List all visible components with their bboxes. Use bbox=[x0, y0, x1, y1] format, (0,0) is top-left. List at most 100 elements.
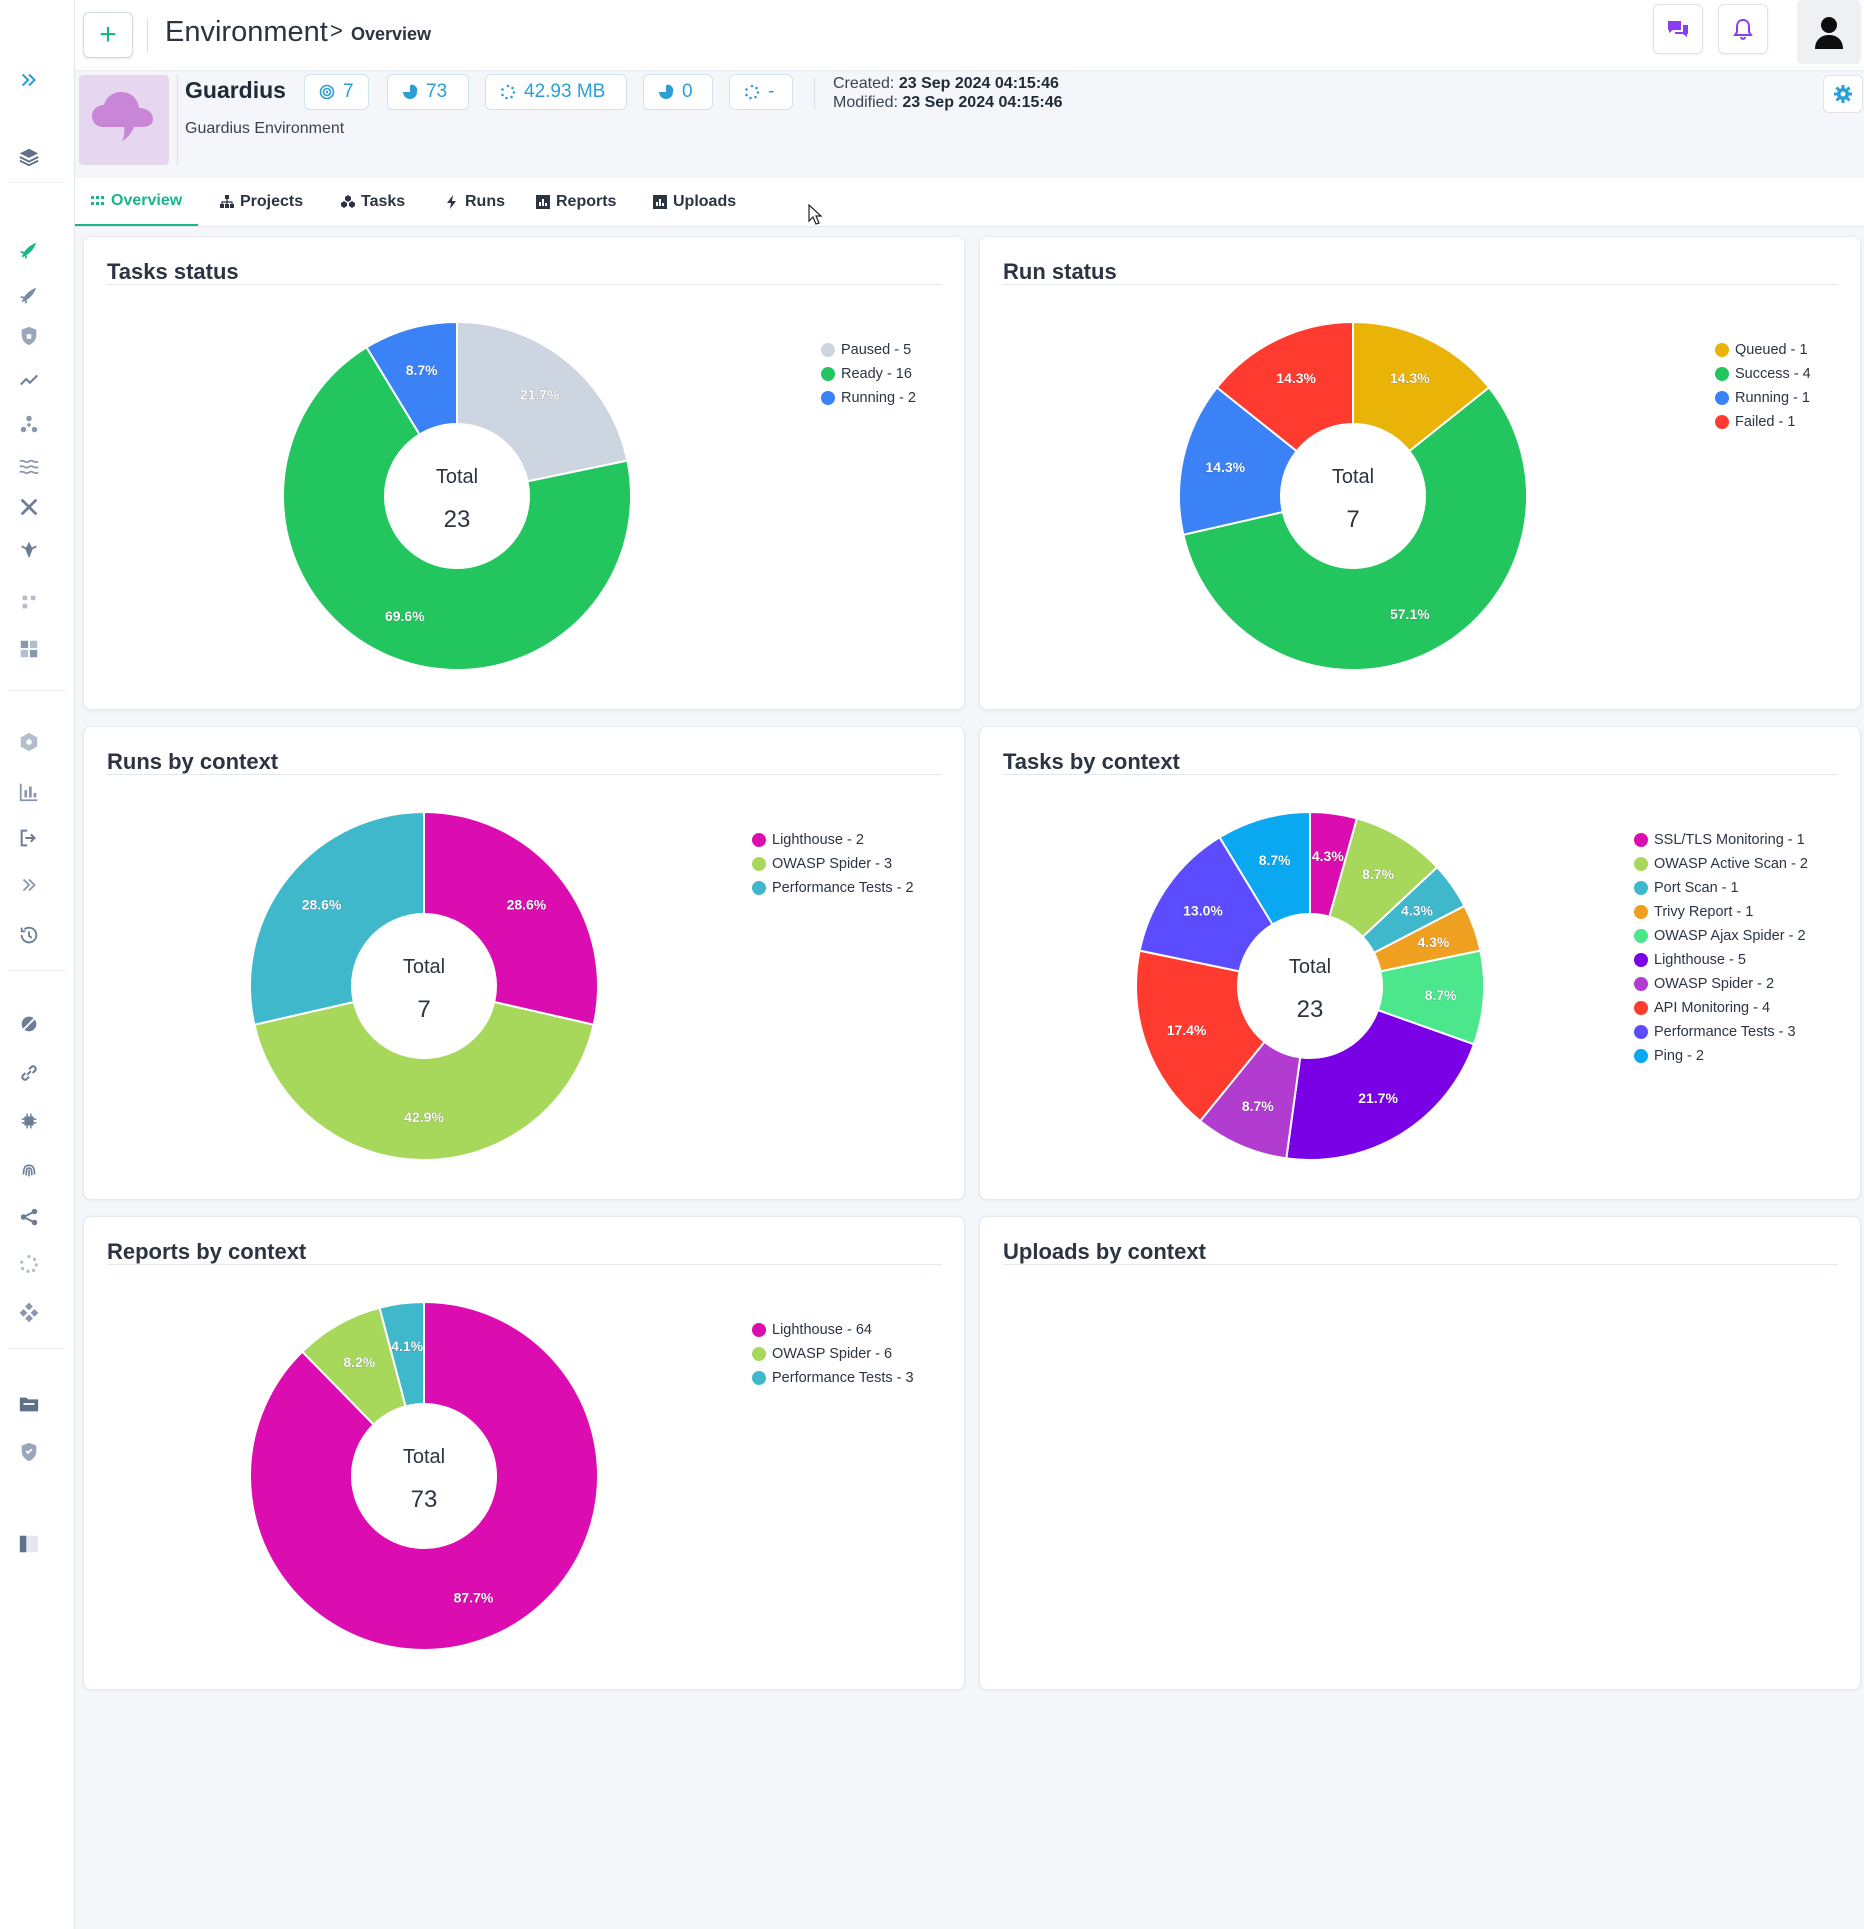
legend-swatch bbox=[821, 367, 835, 381]
donut-slice-success[interactable] bbox=[1182, 386, 1528, 671]
folder-icon[interactable] bbox=[17, 1392, 41, 1416]
legend-label: SSL/TLS Monitoring - 1 bbox=[1654, 832, 1805, 848]
donut-slice-ready[interactable] bbox=[282, 345, 632, 671]
legend-label: Ping - 2 bbox=[1654, 1048, 1704, 1064]
share-icon[interactable] bbox=[17, 1205, 41, 1229]
tab-uploads[interactable]: Uploads bbox=[653, 178, 736, 226]
spinner-icon[interactable] bbox=[17, 1252, 41, 1276]
donut-slice-ping[interactable] bbox=[1218, 810, 1311, 926]
card-title: Reports by context bbox=[107, 1239, 307, 1264]
legend-item[interactable]: Performance Tests - 3 bbox=[752, 1366, 914, 1390]
chip-icon[interactable] bbox=[17, 1109, 41, 1133]
legend-item[interactable]: SSL/TLS Monitoring - 1 bbox=[1634, 828, 1808, 852]
legend-item[interactable]: Performance Tests - 2 bbox=[752, 876, 914, 900]
tab-reports[interactable]: Reports bbox=[536, 178, 616, 226]
legend-item[interactable]: Running - 1 bbox=[1715, 386, 1811, 410]
donut-slice-lighthouse[interactable] bbox=[1285, 1008, 1476, 1161]
logout-icon[interactable] bbox=[17, 826, 41, 850]
tab-overview[interactable]: Overview bbox=[75, 178, 199, 226]
legend-item[interactable]: Queued - 1 bbox=[1715, 338, 1811, 362]
legend-item[interactable]: Lighthouse - 2 bbox=[752, 828, 914, 852]
trend-icon[interactable] bbox=[17, 368, 41, 392]
double-chevron-icon[interactable] bbox=[17, 873, 41, 897]
panel-toggle-icon[interactable] bbox=[17, 1532, 41, 1556]
legend-item[interactable]: Trivy Report - 1 bbox=[1634, 900, 1808, 924]
legend-item[interactable]: Ready - 16 bbox=[821, 362, 916, 386]
tab-tasks[interactable]: Tasks bbox=[341, 178, 405, 226]
projects-count-badge[interactable]: 7 bbox=[304, 74, 369, 110]
donut-slice-api-monitoring[interactable] bbox=[1135, 949, 1266, 1123]
history-icon[interactable] bbox=[17, 923, 41, 947]
bar-chart-icon[interactable] bbox=[17, 780, 41, 804]
legend-item[interactable]: Success - 4 bbox=[1715, 362, 1811, 386]
donut-slice-performance-tests[interactable] bbox=[378, 1300, 425, 1408]
donut-center-total: 73 bbox=[411, 1486, 438, 1513]
donut-slice-running[interactable] bbox=[1178, 386, 1299, 536]
card-tasks-by-context: Tasks by context 4.3% 8.7% 4.3% 4.3% 8.7% 21.… bbox=[979, 726, 1861, 1200]
legend-item[interactable]: Running - 2 bbox=[821, 386, 916, 410]
satellite-icon[interactable] bbox=[17, 1012, 41, 1036]
tab-projects[interactable]: Projects bbox=[220, 178, 303, 226]
spider-icon[interactable] bbox=[17, 538, 41, 562]
shield-icon[interactable] bbox=[17, 1440, 41, 1464]
rocket-active-icon[interactable] bbox=[17, 238, 41, 262]
link-icon[interactable] bbox=[17, 1061, 41, 1085]
legend-label: Paused - 5 bbox=[841, 342, 912, 358]
apps-icon[interactable] bbox=[17, 590, 41, 614]
legend-item[interactable]: Performance Tests - 3 bbox=[1634, 1020, 1808, 1044]
user-avatar-button[interactable] bbox=[1797, 0, 1861, 64]
donut-slice-queued[interactable] bbox=[1352, 320, 1491, 453]
card-runs-by-context: Runs by context 28.6% 42.9% 28.6% Total 7 Li… bbox=[83, 726, 965, 1200]
storage-size-badge[interactable]: 42.93 MB bbox=[485, 74, 627, 110]
legend-swatch bbox=[1715, 343, 1729, 357]
legend-item[interactable]: API Monitoring - 4 bbox=[1634, 996, 1808, 1020]
legend-item[interactable]: OWASP Spider - 3 bbox=[752, 852, 914, 876]
settings-button[interactable] bbox=[1823, 75, 1863, 113]
card-tasks-status: Tasks status 21.7% 69.6% 8.7% Total 23 Pause… bbox=[83, 236, 965, 710]
add-button[interactable]: + bbox=[83, 12, 133, 58]
layers-icon[interactable] bbox=[17, 145, 41, 169]
legend-label: API Monitoring - 4 bbox=[1654, 1000, 1771, 1016]
hexagon-icon[interactable] bbox=[17, 730, 41, 754]
dashboard-icon[interactable] bbox=[17, 637, 41, 661]
expand-sidebar-icon[interactable] bbox=[17, 68, 41, 92]
breadcrumb-environment[interactable]: Environment bbox=[165, 16, 328, 48]
rocket-icon[interactable] bbox=[17, 283, 41, 307]
legend-item[interactable]: Paused - 5 bbox=[821, 338, 916, 362]
run-status-legend: Queued - 1 Success - 4 Running - 1 Failed -… bbox=[1715, 338, 1811, 434]
fingerprint-icon[interactable] bbox=[17, 1157, 41, 1181]
legend-item[interactable]: OWASP Ajax Spider - 2 bbox=[1634, 924, 1808, 948]
legend-label: Port Scan - 1 bbox=[1654, 880, 1739, 896]
uploads-count-badge[interactable]: - bbox=[729, 74, 793, 110]
shield-lock-icon[interactable] bbox=[17, 324, 41, 348]
diamond-nodes-icon[interactable] bbox=[17, 1300, 41, 1324]
runs-count-badge[interactable]: 0 bbox=[643, 74, 713, 110]
chart-icon bbox=[536, 195, 550, 209]
legend-item[interactable]: Lighthouse - 64 bbox=[752, 1318, 914, 1342]
notifications-button[interactable] bbox=[1718, 4, 1768, 54]
slice-percent-label: 57.1% bbox=[1390, 606, 1430, 622]
donut-slice-running[interactable] bbox=[365, 320, 458, 436]
legend-item[interactable]: OWASP Active Scan - 2 bbox=[1634, 852, 1808, 876]
donut-slice-lighthouse[interactable] bbox=[423, 810, 599, 1026]
donut-slice-owasp-spider[interactable] bbox=[253, 1000, 595, 1161]
donut-slice-paused[interactable] bbox=[456, 320, 629, 483]
tab-runs[interactable]: Runs bbox=[445, 178, 505, 226]
donut-slice-lighthouse[interactable] bbox=[249, 1300, 599, 1651]
legend-item[interactable]: OWASP Spider - 2 bbox=[1634, 972, 1808, 996]
waves-icon[interactable] bbox=[17, 454, 41, 478]
tools-icon[interactable] bbox=[17, 495, 41, 519]
tab-tasks-label: Tasks bbox=[361, 193, 406, 210]
legend-item[interactable]: Ping - 2 bbox=[1634, 1044, 1808, 1068]
legend-item[interactable]: Lighthouse - 5 bbox=[1634, 948, 1808, 972]
donut-slice-failed[interactable] bbox=[1215, 320, 1354, 453]
legend-label: OWASP Spider - 2 bbox=[1654, 976, 1775, 992]
tab-overview-label: Overview bbox=[111, 192, 183, 209]
legend-item[interactable]: Failed - 1 bbox=[1715, 410, 1811, 434]
legend-item[interactable]: OWASP Spider - 6 bbox=[752, 1342, 914, 1366]
nodes-icon[interactable] bbox=[17, 412, 41, 436]
chat-button[interactable] bbox=[1653, 4, 1703, 54]
reports-count-badge[interactable]: 73 bbox=[387, 74, 469, 110]
legend-item[interactable]: Port Scan - 1 bbox=[1634, 876, 1808, 900]
donut-slice-performance-tests[interactable] bbox=[249, 810, 425, 1026]
